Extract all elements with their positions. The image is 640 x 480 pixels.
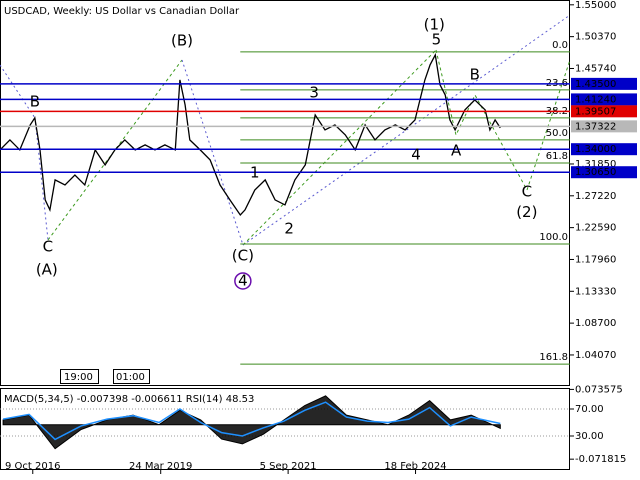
x-tick-label: 24 Mar 2019 xyxy=(129,461,192,472)
y2-tick-label: -0.071815 xyxy=(575,454,626,465)
level-label-box xyxy=(571,143,637,156)
fib-label: 50.0 xyxy=(546,128,568,139)
level-label: 1.43500 xyxy=(575,79,616,90)
wave-line xyxy=(47,59,183,241)
x-tick-label: 9 Oct 2016 xyxy=(5,461,60,472)
price-line xyxy=(0,52,501,217)
wave-label: B xyxy=(30,92,40,110)
rsi-line xyxy=(2,401,501,441)
level-label-box xyxy=(571,166,637,179)
panel-title: USDCAD, Weekly: US Dollar vs Canadian Do… xyxy=(4,6,240,17)
y2-tick-label: 0.073575 xyxy=(575,384,623,395)
wave-line xyxy=(242,49,437,246)
wave-label: B xyxy=(470,65,480,83)
time-label-box xyxy=(113,369,150,384)
wave-line xyxy=(435,49,528,191)
wave-label: 4 xyxy=(238,271,248,289)
time-label-box xyxy=(60,369,99,384)
wave-label: 1 xyxy=(250,163,260,181)
time-label: 01:00 xyxy=(116,372,145,383)
wave-label: C xyxy=(522,182,532,200)
wave-line xyxy=(0,64,36,119)
wave-label: A xyxy=(451,141,462,159)
y-tick-label: 1.22590 xyxy=(575,223,616,234)
wave-line xyxy=(242,14,571,246)
wave-circle xyxy=(234,272,252,290)
y-tick-label: 1.13330 xyxy=(575,286,616,297)
wave-label: (C) xyxy=(232,246,254,264)
wave-label: 2 xyxy=(284,220,294,238)
fib-label: 100.0 xyxy=(539,232,568,243)
panel-title: MACD(5,34,5) -0.007398 -0.006611 RSI(14)… xyxy=(4,394,254,405)
fib-label: 61.8 xyxy=(546,151,568,162)
fib-label: 0.0 xyxy=(552,40,568,51)
wave-line xyxy=(526,59,571,191)
wave-label: (B) xyxy=(171,31,193,49)
indicator-panel-frame xyxy=(0,388,570,470)
level-label: 1.34000 xyxy=(575,144,616,155)
time-labels: 19:00 01:00 xyxy=(60,369,150,384)
y-tick-label: 30.00 xyxy=(575,431,604,442)
wave-label: C xyxy=(43,237,53,255)
main-panel-frame xyxy=(0,0,570,386)
y-tick-label: 1.17960 xyxy=(575,254,616,265)
wave-label: (A) xyxy=(36,260,58,278)
wave-line xyxy=(34,117,49,241)
time-label: 19:00 xyxy=(64,372,93,383)
level-label-box xyxy=(571,105,637,118)
y-tick-label: 1.45740 xyxy=(575,63,616,74)
x-tick-label: 18 Feb 2024 xyxy=(384,461,446,472)
y-tick-label: 1.08700 xyxy=(575,318,616,329)
y-tick-label: 1.27220 xyxy=(575,191,616,202)
level-label: 1.41240 xyxy=(575,94,616,105)
wave-label: (1) xyxy=(424,15,445,33)
level-label: 1.37322 xyxy=(575,121,616,132)
level-label: 1.39507 xyxy=(575,106,616,117)
wave-label: 5 xyxy=(432,30,442,48)
y-tick-label: 1.31850 xyxy=(575,159,616,170)
y-tick-label: 1.04070 xyxy=(575,350,616,361)
fib-label: 161.8 xyxy=(539,352,568,363)
level-label-box xyxy=(571,120,637,133)
level-label-box xyxy=(571,93,637,106)
wave-label: 4 xyxy=(411,145,421,163)
level-label-box xyxy=(571,77,637,90)
level-label: 1.30650 xyxy=(575,167,616,178)
wave-label: (2) xyxy=(516,203,537,221)
wave-paths xyxy=(0,14,571,246)
wave-label: 3 xyxy=(309,83,319,101)
y-tick-label: 70.00 xyxy=(575,404,604,415)
y-tick-label: 1.55000 xyxy=(575,0,616,11)
y-tick-label: 1.50370 xyxy=(575,32,616,43)
x-tick-label: 5 Sep 2021 xyxy=(260,461,317,472)
